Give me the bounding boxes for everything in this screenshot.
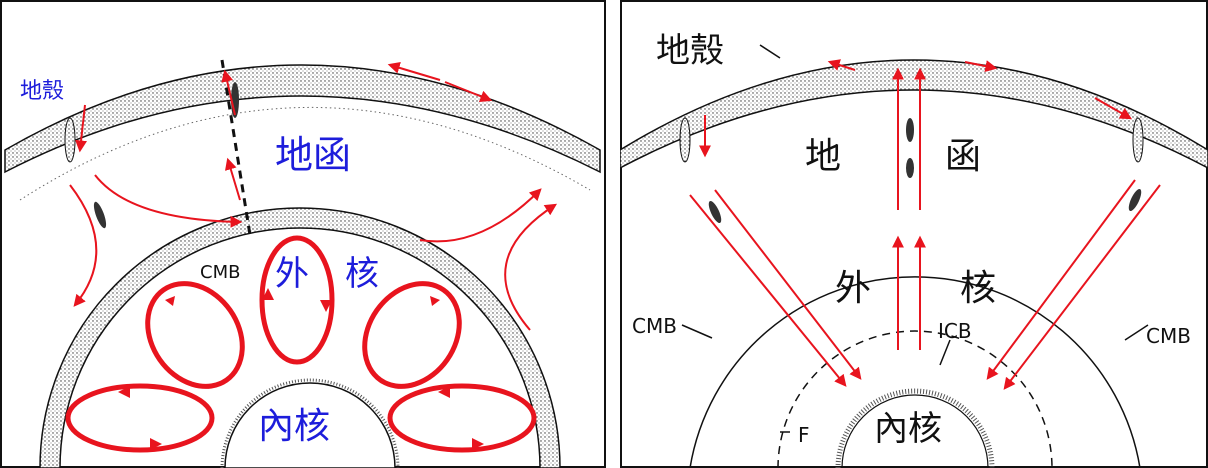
- label-f-layer: F: [798, 423, 810, 447]
- label-inner-core: 內核: [258, 406, 330, 447]
- inner-core-boundary: [835, 388, 995, 468]
- inner-core-stipple: [220, 378, 400, 468]
- cmb-boundary: [689, 276, 1141, 468]
- label-crust: 地殼: [20, 79, 64, 104]
- subducting-slab-left: [64, 117, 76, 163]
- convection-cell-left: [145, 281, 245, 389]
- left-diagram-panel: 地殼 地函 CMB 外 核 內核: [0, 0, 606, 468]
- label-mantle-a: 地: [805, 136, 841, 177]
- leader-lines: [681, 44, 1149, 433]
- f-layer-boundary: [777, 330, 1053, 468]
- convection-cell-right: [362, 281, 462, 389]
- flow-arrows: [689, 59, 1161, 390]
- subducting-slab-left: [679, 117, 691, 163]
- label-cmb: CMB: [200, 262, 240, 283]
- slab-fragment-right: [1128, 188, 1142, 212]
- convection-cell-bottom-right: [387, 383, 537, 453]
- mantle-discontinuity: [19, 107, 591, 201]
- label-icb: ICB: [938, 319, 972, 343]
- inner-core-boundary: [224, 382, 396, 468]
- crust-layer: [4, 64, 601, 174]
- label-mantle: 地函: [275, 133, 351, 177]
- label-crust: 地殼: [656, 31, 724, 71]
- right-diagram-panel: 地殼 地 函 外 核 CMB CMB ICB 內核 F: [620, 0, 1208, 468]
- label-cmb-right: CMB: [1146, 324, 1191, 348]
- label-mantle-b: 函: [945, 136, 981, 177]
- label-outer-core-a: 外: [835, 268, 871, 309]
- subducting-slab-right: [1132, 117, 1144, 163]
- crust-layer: [620, 59, 1208, 169]
- cmb-boundary: [39, 207, 561, 468]
- label-cmb-left: CMB: [632, 314, 677, 338]
- mantle-flow-arrows: [69, 62, 558, 331]
- right-diagram: 地殼 地 函 外 核 CMB CMB ICB 內核 F: [620, 0, 1208, 468]
- slab-fragment-left: [708, 200, 722, 224]
- plume-conduit: [220, 59, 252, 236]
- label-outer-core-b: 核: [345, 254, 379, 294]
- plume-blob-lower: [906, 158, 914, 178]
- inner-core-edge: [841, 394, 989, 468]
- convection-arrowheads: [118, 288, 484, 450]
- plume-blob-upper: [906, 118, 914, 142]
- label-outer-core-a: 外: [275, 254, 309, 294]
- left-diagram: 地殼 地函 CMB 外 核 內核: [0, 0, 606, 468]
- slab-fragment: [93, 201, 107, 229]
- label-outer-core-b: 核: [960, 268, 996, 309]
- label-inner-core: 內核: [874, 409, 942, 449]
- convection-cell-bottom-left: [65, 383, 215, 453]
